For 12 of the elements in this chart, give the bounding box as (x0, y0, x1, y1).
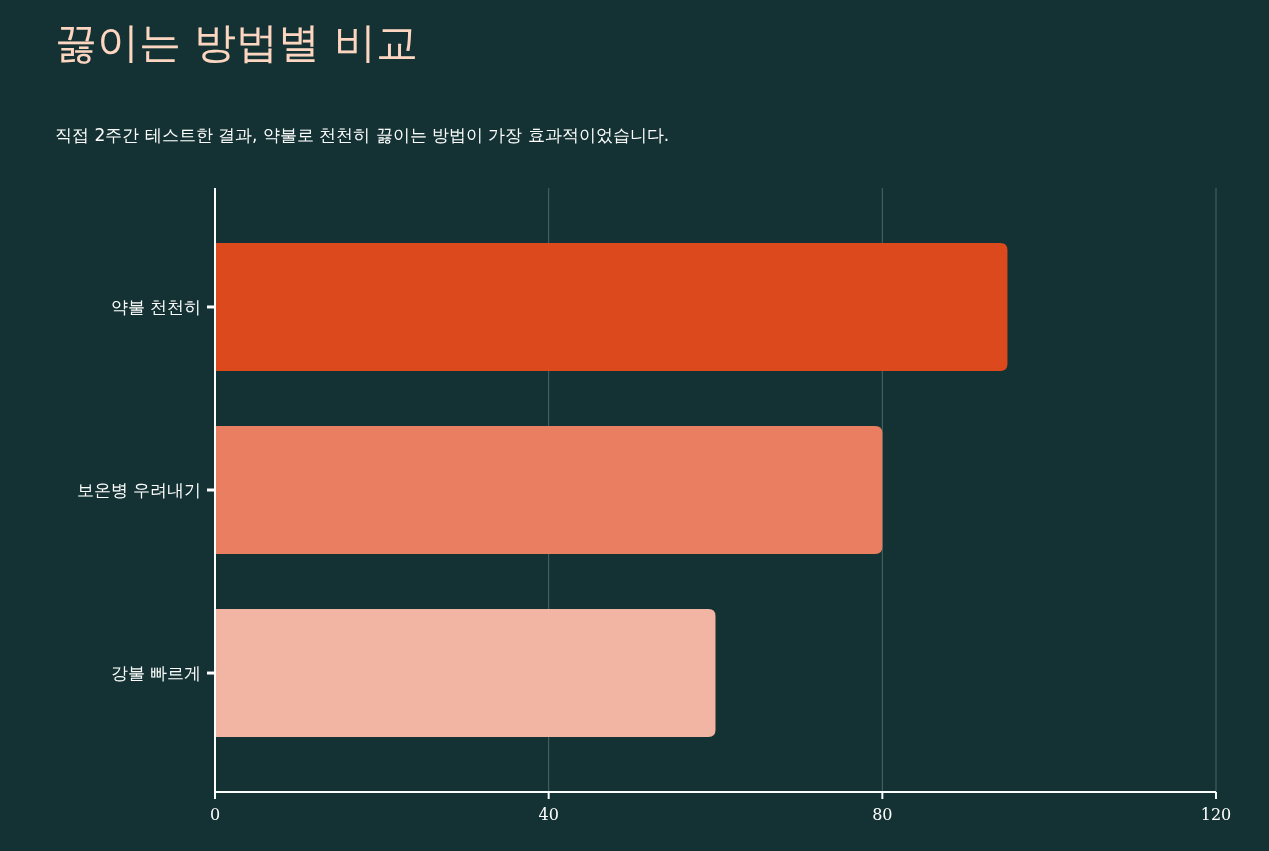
bar (215, 608, 716, 738)
y-tick-label: 강불 빠르게 (110, 662, 201, 683)
x-tick-label: 120 (1200, 805, 1232, 824)
x-tick-label: 80 (872, 805, 893, 824)
x-tick-label: 40 (538, 805, 559, 824)
chart-subtitle: 직접 2주간 테스트한 결과, 약불로 천천히 끓이는 방법이 가장 효과적이었습니다. (55, 125, 670, 145)
x-tick-label: 0 (209, 805, 221, 824)
y-tick-label: 보온병 우려내기 (76, 479, 201, 500)
chart-title: 끓이는 방법별 비교 (55, 18, 418, 67)
y-tick-label: 약불 천천히 (110, 296, 201, 317)
bar (215, 242, 1008, 372)
bar (215, 425, 883, 555)
